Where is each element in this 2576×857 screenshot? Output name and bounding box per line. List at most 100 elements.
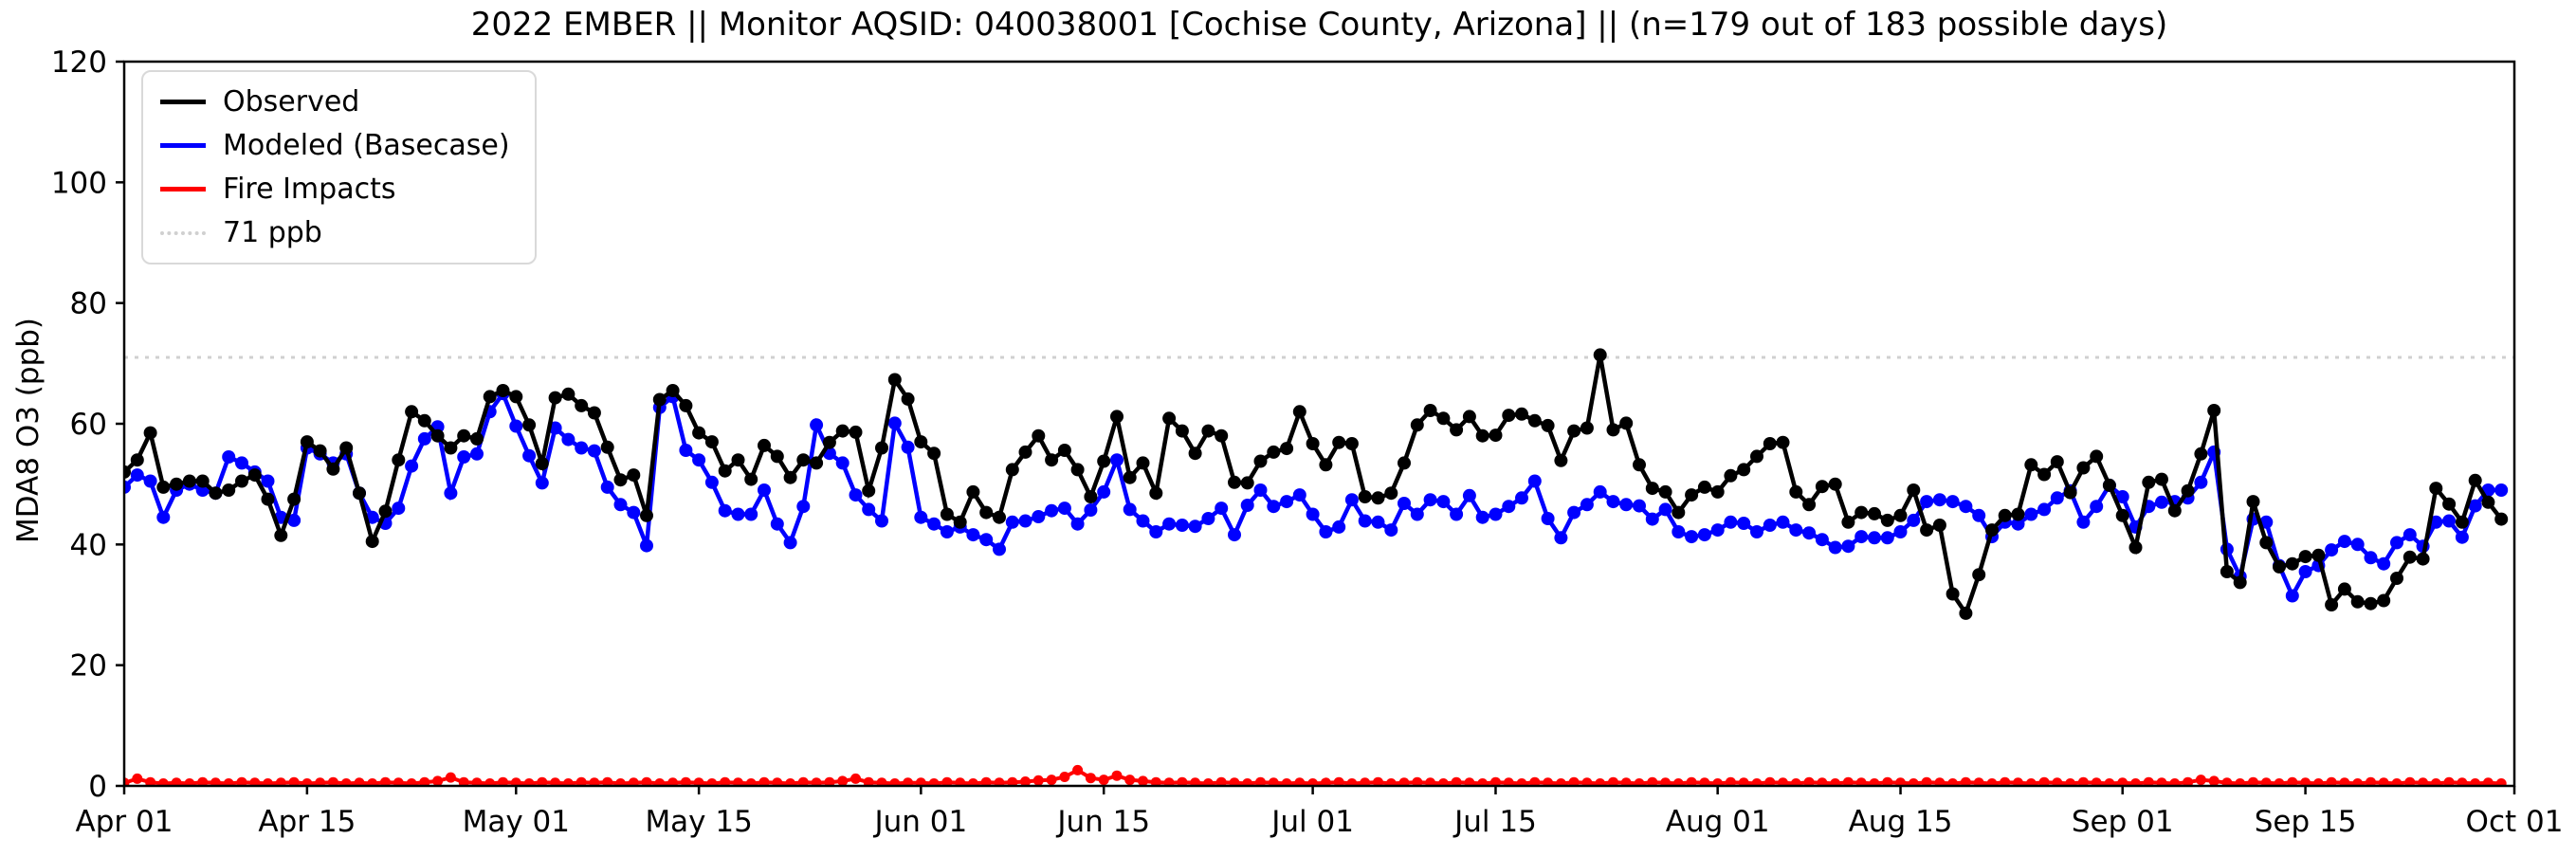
data-point — [1332, 520, 1346, 534]
data-point — [1842, 776, 1854, 786]
data-point — [1163, 777, 1175, 786]
data-point — [1606, 423, 1620, 437]
data-point — [575, 441, 589, 455]
data-point — [1737, 463, 1751, 477]
data-point — [249, 777, 261, 786]
legend-label: 71 ppb — [223, 216, 322, 249]
data-point — [1175, 519, 1189, 532]
data-point — [2024, 507, 2038, 521]
data-point — [130, 468, 144, 483]
data-point — [353, 486, 366, 501]
data-point — [627, 468, 641, 483]
data-point — [1541, 512, 1555, 525]
data-point — [1070, 517, 1085, 531]
data-point — [824, 776, 835, 786]
data-point — [1750, 449, 1763, 464]
data-point — [261, 492, 275, 506]
data-point — [1032, 775, 1044, 786]
data-point — [1490, 776, 1501, 786]
data-point — [143, 426, 157, 440]
data-point — [2248, 776, 2258, 786]
data-point — [720, 776, 731, 786]
data-point — [785, 778, 796, 786]
data-point — [1373, 776, 1383, 786]
data-point — [1332, 435, 1346, 449]
data-point — [1868, 506, 1881, 520]
data-point — [692, 453, 706, 467]
data-point — [652, 392, 667, 407]
data-point — [1789, 523, 1803, 538]
data-point — [1790, 778, 1801, 786]
data-point — [2167, 503, 2182, 518]
data-point — [955, 777, 966, 786]
data-point — [1450, 507, 1464, 521]
data-point — [783, 470, 797, 484]
data-point — [2366, 776, 2376, 786]
data-point — [2337, 535, 2351, 549]
data-point — [1921, 776, 1932, 786]
data-point — [718, 503, 732, 518]
data-point — [2325, 598, 2339, 611]
data-point — [1110, 453, 1124, 467]
data-point — [2402, 528, 2417, 542]
data-point — [1516, 778, 1527, 786]
data-point — [718, 464, 732, 478]
data-point — [1554, 453, 1568, 467]
data-point — [470, 447, 484, 461]
data-point — [2220, 565, 2234, 578]
data-point — [1619, 498, 1634, 512]
data-point — [1529, 776, 1541, 786]
data-point — [1005, 515, 1019, 529]
data-point — [1423, 404, 1437, 417]
data-point — [1018, 445, 1032, 459]
data-point — [378, 504, 393, 519]
data-point — [1267, 500, 1281, 514]
x-tick-label: Sep 15 — [2255, 805, 2357, 839]
data-point — [889, 778, 901, 786]
data-point — [2037, 467, 2052, 482]
data-point — [758, 438, 771, 452]
data-point — [2090, 500, 2104, 514]
data-point — [1697, 528, 1711, 542]
data-point — [1815, 533, 1829, 547]
data-point — [1020, 776, 1031, 786]
x-tick-label: Jun 01 — [872, 805, 967, 839]
data-point — [2468, 499, 2482, 513]
data-point — [548, 391, 562, 405]
data-point — [903, 777, 914, 786]
data-point — [406, 778, 417, 786]
data-point — [2311, 548, 2326, 562]
data-point — [535, 457, 549, 470]
data-point — [130, 453, 144, 467]
data-point — [1384, 486, 1398, 501]
data-point — [287, 492, 301, 506]
data-point — [979, 533, 994, 547]
data-point — [704, 475, 719, 489]
data-point — [1294, 777, 1306, 786]
data-point — [210, 777, 221, 786]
data-point — [1828, 540, 1842, 555]
data-point — [2260, 777, 2272, 786]
data-point — [600, 440, 614, 454]
data-point — [1763, 437, 1777, 450]
data-point — [156, 510, 171, 524]
data-point — [1242, 778, 1253, 786]
data-point — [2115, 490, 2129, 503]
data-point — [1606, 495, 1620, 509]
data-point — [1280, 442, 1294, 456]
data-point — [1136, 514, 1150, 528]
data-point — [365, 510, 379, 524]
data-point — [1177, 776, 1188, 786]
data-point — [275, 777, 286, 786]
data-point — [654, 778, 666, 786]
data-point — [2221, 777, 2233, 786]
data-point — [2076, 461, 2091, 475]
data-point — [1046, 775, 1057, 786]
data-point — [2091, 777, 2102, 786]
data-point — [1828, 477, 1842, 491]
data-point — [1032, 428, 1046, 443]
data-point — [523, 778, 535, 786]
data-point — [1946, 587, 1960, 601]
data-point — [914, 435, 928, 449]
data-point — [811, 777, 822, 786]
